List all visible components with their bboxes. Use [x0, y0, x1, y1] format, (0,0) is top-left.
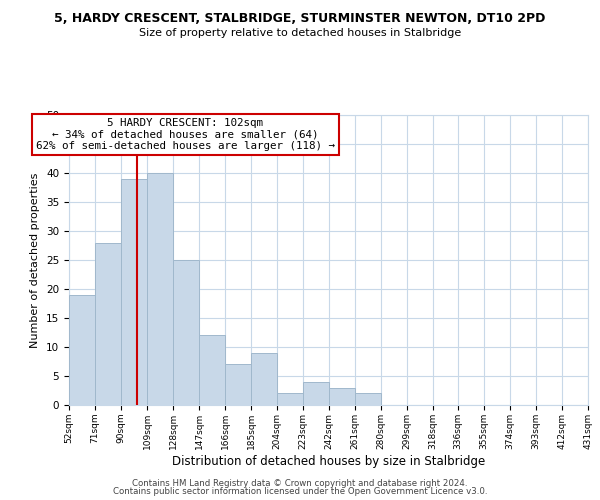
Bar [121, 179, 147, 405]
Bar [355, 394, 381, 405]
X-axis label: Distribution of detached houses by size in Stalbridge: Distribution of detached houses by size … [172, 454, 485, 468]
Bar [173, 260, 199, 405]
Bar [95, 242, 121, 405]
Bar [251, 353, 277, 405]
Bar [277, 394, 303, 405]
Bar [69, 295, 95, 405]
Text: Contains public sector information licensed under the Open Government Licence v3: Contains public sector information licen… [113, 487, 487, 496]
Bar [199, 336, 225, 405]
Text: Size of property relative to detached houses in Stalbridge: Size of property relative to detached ho… [139, 28, 461, 38]
Bar [225, 364, 251, 405]
Text: 5 HARDY CRESCENT: 102sqm
← 34% of detached houses are smaller (64)
62% of semi-d: 5 HARDY CRESCENT: 102sqm ← 34% of detach… [36, 118, 335, 151]
Y-axis label: Number of detached properties: Number of detached properties [31, 172, 40, 348]
Text: 5, HARDY CRESCENT, STALBRIDGE, STURMINSTER NEWTON, DT10 2PD: 5, HARDY CRESCENT, STALBRIDGE, STURMINST… [55, 12, 545, 26]
Bar [303, 382, 329, 405]
Bar [329, 388, 355, 405]
Bar [147, 173, 173, 405]
Text: Contains HM Land Registry data © Crown copyright and database right 2024.: Contains HM Land Registry data © Crown c… [132, 478, 468, 488]
